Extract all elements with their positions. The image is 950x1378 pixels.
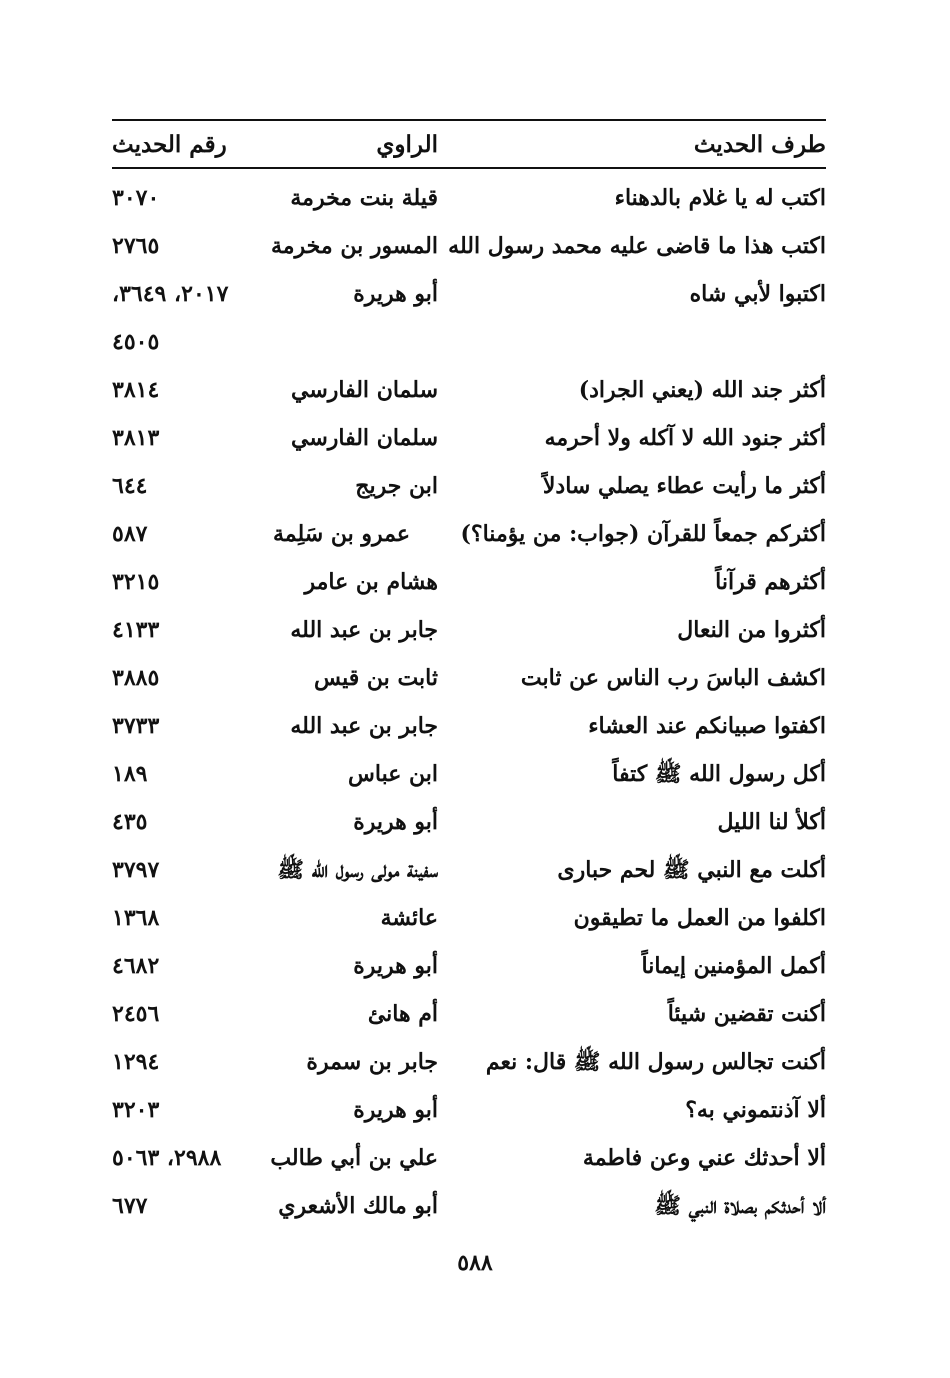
hadith-number: ٣٧٣٣ xyxy=(112,713,160,739)
hadith-number: ٢٠١٧، ٣٦٤٩، xyxy=(112,281,229,307)
hadith-text: أكثر جند الله (يعني الجراد) xyxy=(578,377,826,403)
hadith-number: ١٣٦٨ xyxy=(112,905,160,931)
narrator: ابن جريج xyxy=(355,473,438,499)
hadith-number: ٣٢١٥ xyxy=(112,569,160,595)
narrator: أم هانئ xyxy=(367,1001,438,1027)
narrator: علي بن أبي طالب xyxy=(270,1145,438,1171)
hadith-number: ٤٥٠٥ xyxy=(112,329,160,355)
narrator: عمرو بن سَلِمة xyxy=(272,521,410,547)
narrator: أبو هريرة xyxy=(353,953,438,979)
hadith-text: أكنت تقضين شيئاً xyxy=(667,1001,826,1027)
narrator: ثابت بن قيس xyxy=(314,665,438,691)
hadith-text: أكلأ لنا الليل xyxy=(717,809,826,835)
narrator: سلمان الفارسي xyxy=(291,377,438,403)
hadith-number: ٢٩٨٨، ٥٠٦٣ xyxy=(112,1145,222,1171)
hadith-text: أكثر ما رأيت عطاء يصلي سادلاً xyxy=(542,473,826,499)
hadith-number: ٦٤٤ xyxy=(112,473,148,499)
hadith-text: اكشف الباسَ رب الناس عن ثابت xyxy=(520,665,826,691)
header-number: رقم الحديث xyxy=(112,131,227,158)
hadith-number: ١٨٩ xyxy=(112,761,148,787)
hadith-text: اكتب له يا غلام بالدهناء xyxy=(614,185,826,211)
hadith-number: ٣٨١٤ xyxy=(112,377,160,403)
hadith-number: ٣٧٩٧ xyxy=(112,857,160,883)
hadith-text: اكفتوا صبيانكم عند العشاء xyxy=(588,713,826,739)
hadith-text: أكثروا من النعال xyxy=(677,617,826,643)
hadith-text: ألا أحدثك عني وعن فاطمة xyxy=(582,1145,826,1171)
narrator: المسور بن مخرمة xyxy=(270,233,438,259)
hadith-text: أكثركم جمعاً للقرآن (جواب: من يؤمنا؟) xyxy=(460,521,826,547)
hadith-text: اكلفوا من العمل ما تطيقون xyxy=(573,905,826,931)
narrator: جابر بن عبد الله xyxy=(290,617,438,643)
narrator: ابن عباس xyxy=(348,761,438,787)
hadith-number: ٣٠٧٠ xyxy=(112,185,160,211)
narrator: سفينة مولى رسول الله ﷺ xyxy=(277,857,438,883)
narrator: أبو مالك الأشعري xyxy=(278,1193,438,1219)
hadith-text: أكثرهم قرآناً xyxy=(715,569,826,595)
page-number: ٥٨٨ xyxy=(457,1250,493,1276)
header-rule xyxy=(112,167,826,169)
hadith-text: اكتب هذا ما قاضى عليه محمد رسول الله xyxy=(448,233,826,259)
narrator: جابر بن عبد الله xyxy=(290,713,438,739)
hadith-number: ٦٧٧ xyxy=(112,1193,148,1219)
hadith-text: أكمل المؤمنين إيماناً xyxy=(641,953,826,979)
hadith-number: ٤٦٨٢ xyxy=(112,953,160,979)
hadith-number: ٣٨٨٥ xyxy=(112,665,160,691)
hadith-number: ٤١٣٣ xyxy=(112,617,160,643)
narrator: أبو هريرة xyxy=(353,1097,438,1123)
hadith-text: أكل رسول الله ﷺ كتفاً xyxy=(612,761,826,787)
narrator: أبو هريرة xyxy=(353,281,438,307)
narrator: هشام بن عامر xyxy=(304,569,439,595)
hadith-text: ألا آذنتموني به؟ xyxy=(685,1097,826,1123)
header-narrator: الراوي xyxy=(376,131,438,158)
narrator: قيلة بنت مخرمة xyxy=(290,185,438,211)
hadith-number: ٣٢٠٣ xyxy=(112,1097,160,1123)
hadith-text: ألا أحدثكم بصلاة النبي ﷺ xyxy=(654,1193,826,1219)
hadith-text: أكثر جنود الله لا آكله ولا أحرمه xyxy=(544,425,826,451)
hadith-number: ٢٧٦٥ xyxy=(112,233,160,259)
narrator: جابر بن سمرة xyxy=(306,1049,438,1075)
narrator: سلمان الفارسي xyxy=(291,425,438,451)
hadith-number: ٤٣٥ xyxy=(112,809,148,835)
hadith-number: ١٢٩٤ xyxy=(112,1049,160,1075)
header-hadith-text: طرف الحديث xyxy=(693,131,826,158)
narrator: عائشة xyxy=(380,905,438,931)
hadith-number: ٢٤٥٦ xyxy=(112,1001,160,1027)
hadith-number: ٥٨٧ xyxy=(112,521,148,547)
narrator: أبو هريرة xyxy=(353,809,438,835)
top-rule xyxy=(112,119,826,121)
hadith-number: ٣٨١٣ xyxy=(112,425,160,451)
hadith-text: أكلت مع النبي ﷺ لحم حبارى xyxy=(557,857,826,883)
hadith-text: أكنت تجالس رسول الله ﷺ قال: نعم xyxy=(485,1049,826,1075)
hadith-text: اكتبوا لأبي شاه xyxy=(689,281,826,307)
